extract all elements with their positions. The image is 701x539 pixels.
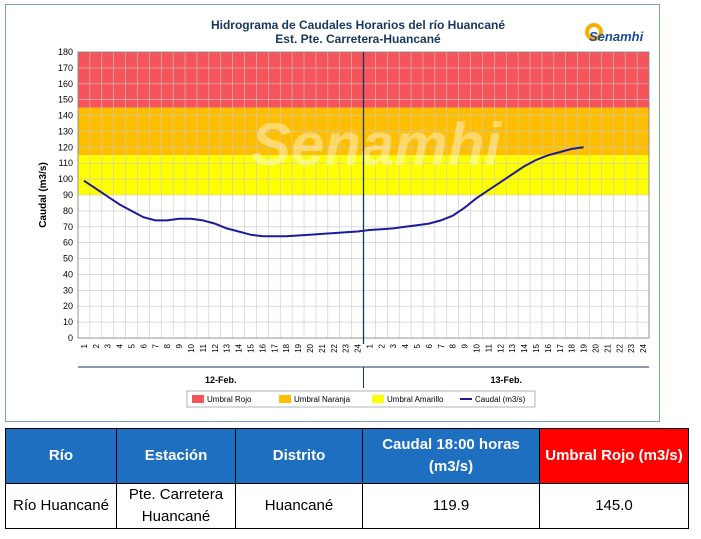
x-tick-label: 6	[139, 343, 148, 348]
cell-distrito: Huancané	[235, 483, 363, 529]
y-tick-label: 160	[58, 79, 73, 89]
x-tick-label: 23	[627, 343, 636, 352]
caudal-series-line	[83, 146, 584, 238]
day-label: 12-Feb.	[205, 375, 237, 385]
x-tick-label: 4	[116, 343, 125, 348]
legend-swatch-2	[372, 395, 384, 403]
header-estacion: Estación	[116, 428, 236, 484]
x-tick-label: 19	[580, 343, 589, 352]
y-tick-label: 130	[58, 126, 73, 136]
x-tick-label: 21	[603, 343, 612, 352]
y-tick-label: 150	[58, 95, 73, 105]
senamhi-logo: Senamhi	[585, 23, 644, 44]
x-tick-label: 18	[282, 343, 291, 352]
x-tick-label: 17	[270, 343, 279, 352]
x-tick-label: 10	[473, 343, 482, 352]
x-tick-label: 8	[163, 343, 172, 348]
legend-box	[186, 390, 536, 408]
x-tick-label: 20	[591, 343, 600, 352]
x-tick-label: 16	[258, 343, 267, 352]
y-tick-label: 60	[63, 238, 73, 248]
y-tick-label: 50	[63, 254, 73, 264]
cell-caudal: 119.9	[362, 483, 540, 529]
x-tick-label: 12	[496, 343, 505, 352]
x-tick-label: 13	[508, 343, 517, 352]
x-tick-label: 19	[294, 343, 303, 352]
x-tick-label: 7	[437, 343, 446, 348]
x-tick-label: 15	[246, 343, 255, 352]
x-tick-label: 24	[354, 343, 363, 352]
hydrograph-chart: Senamhi 01020304050607080901001101201301…	[38, 18, 650, 408]
x-tick-label: 6	[425, 343, 434, 348]
y-tick-label: 10	[63, 317, 73, 327]
y-tick-label: 110	[59, 158, 73, 168]
chart-title: Hidrograma de Caudales Horarios del río …	[211, 18, 505, 32]
cell-umbral-rojo: 145.0	[539, 483, 689, 529]
x-tick-label: 14	[520, 343, 529, 352]
legend-label: Caudal (m3/s)	[475, 395, 526, 404]
x-tick-label: 24	[639, 343, 648, 352]
y-tick-label: 80	[63, 206, 73, 216]
x-tick-label: 3	[389, 343, 398, 348]
legend-swatch-1	[279, 395, 291, 403]
y-tick-label: 0	[68, 333, 73, 343]
x-tick-label: 5	[413, 343, 422, 348]
x-tick-label: 9	[175, 343, 184, 348]
cell-rio: Río Huancané	[5, 483, 117, 529]
chart-frame: Senamhi 0 10 20 30 40 50 60 70 80 90 100 110 120 130 1…	[5, 4, 660, 422]
cell-estacion: Pte. Carretera Huancané	[116, 483, 236, 529]
x-tick-label: 2	[92, 343, 101, 348]
x-tick-label: 10	[187, 343, 196, 352]
station-table: Río Estación Distrito Caudal 18:00 horas…	[5, 428, 689, 529]
y-tick-label: 120	[58, 142, 73, 152]
y-tick-label: 40	[63, 269, 73, 279]
x-tick-label: 1	[80, 343, 89, 348]
header-caudal: Caudal 18:00 horas (m3/s)	[362, 428, 540, 484]
y-tick-label: 100	[58, 174, 73, 184]
x-tick-label: 1	[365, 343, 374, 348]
header-umbral-rojo: Umbral Rojo (m3/s)	[539, 428, 689, 484]
y-tick-label: 30	[63, 285, 73, 295]
legend-swatch-0	[192, 395, 204, 403]
legend-label: Umbral Naranja	[294, 395, 351, 404]
x-tick-label: 5	[128, 343, 137, 348]
x-tick-label: 13	[223, 343, 232, 352]
x-tick-label: 15	[532, 343, 541, 352]
y-tick-label: 70	[63, 222, 73, 232]
x-tick-label: 21	[318, 343, 327, 352]
x-tick-label: 12	[211, 343, 220, 352]
x-tick-label: 9	[461, 343, 470, 348]
table-row: Río Huancané Pte. Carretera Huancané Hua…	[5, 483, 689, 529]
x-tick-label: 7	[151, 343, 160, 348]
x-tick-label: 22	[615, 343, 624, 352]
senamhi-logo-text: Senamhi	[589, 29, 644, 44]
x-tick-label: 14	[235, 343, 244, 352]
table-header-row: Río Estación Distrito Caudal 18:00 horas…	[5, 428, 689, 484]
x-tick-label: 2	[377, 343, 386, 348]
x-tick-label: 11	[199, 343, 208, 352]
x-tick-label: 3	[104, 343, 113, 348]
x-tick-label: 22	[330, 343, 339, 352]
y-tick-label: 90	[63, 190, 73, 200]
header-distrito: Distrito	[235, 428, 363, 484]
x-tick-label: 23	[342, 343, 351, 352]
x-tick-label: 20	[306, 343, 315, 352]
y-tick-label: 20	[63, 301, 73, 311]
legend-label: Umbral Rojo	[207, 395, 252, 404]
y-tick-label: 180	[58, 47, 73, 57]
x-tick-label: 17	[556, 343, 565, 352]
y-tick-label: 170	[58, 63, 73, 73]
senamhi-watermark: Senamhi	[251, 111, 502, 178]
day-label: 13-Feb.	[490, 375, 522, 385]
chart-subtitle: Est. Pte. Carretera-Huancané	[275, 32, 441, 46]
x-tick-label: 8	[449, 343, 458, 348]
x-tick-label: 11	[484, 343, 493, 352]
y-axis-label: Caudal (m3/s)	[38, 162, 49, 228]
x-tick-label: 16	[544, 343, 553, 352]
header-rio: Río	[5, 428, 117, 484]
x-tick-label: 4	[401, 343, 410, 348]
y-tick-label: 140	[58, 111, 73, 121]
legend-label: Umbral Amarillo	[387, 395, 444, 404]
x-tick-label: 18	[568, 343, 577, 352]
